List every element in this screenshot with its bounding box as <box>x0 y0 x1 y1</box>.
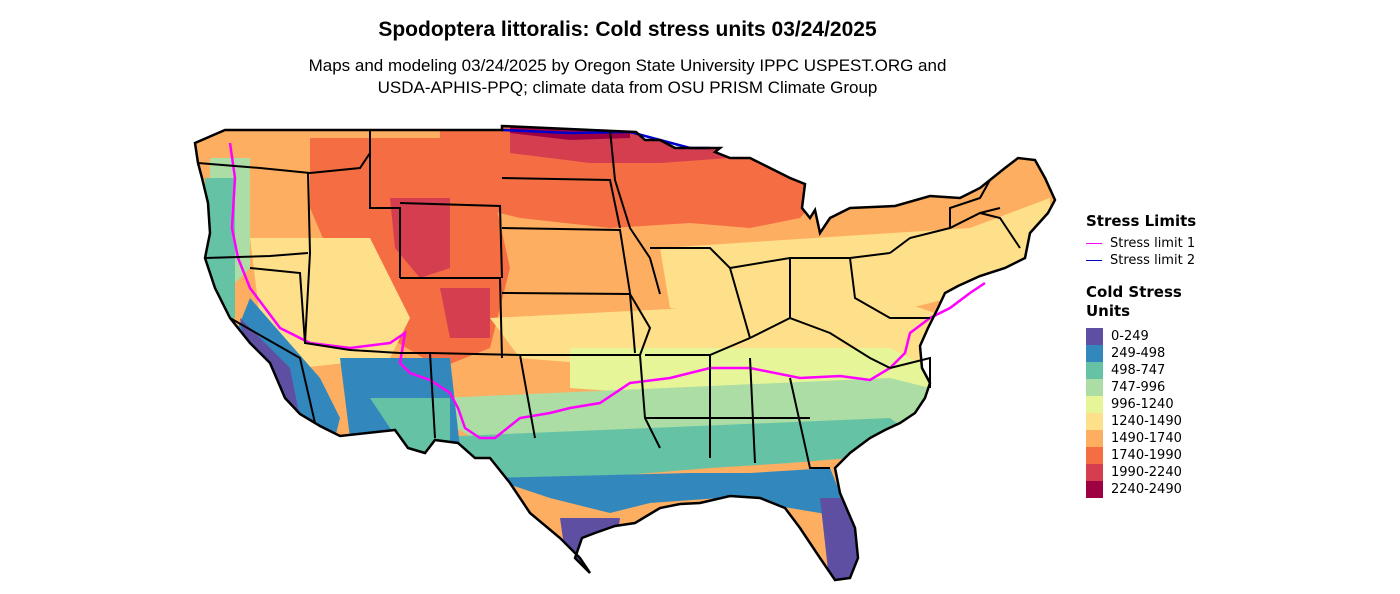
legend-bin: 1740-1990 <box>1086 447 1216 464</box>
color-swatch <box>1086 481 1103 498</box>
color-swatch <box>1086 396 1103 413</box>
color-swatch <box>1086 413 1103 430</box>
legend-label: Stress limit 2 <box>1110 253 1196 268</box>
legend-bin: 498-747 <box>1086 362 1216 379</box>
state-boundaries <box>197 129 1021 469</box>
legend-bin: 1490-1740 <box>1086 430 1216 447</box>
legend-bin-label: 249-498 <box>1111 346 1166 361</box>
legend-bin-label: 1990-2240 <box>1111 465 1182 480</box>
color-swatch <box>1086 430 1103 447</box>
legend-bin-label: 996-1240 <box>1111 397 1174 412</box>
cold-stress-units-legend: Cold Stress Units 0-249 249-498 498-747 747… <box>1086 283 1216 498</box>
color-swatch <box>1086 345 1103 362</box>
color-swatch <box>1086 328 1103 345</box>
legend-bin-label: 1240-1490 <box>1111 414 1182 429</box>
color-swatch <box>1086 447 1103 464</box>
legend-bin: 249-498 <box>1086 345 1216 362</box>
legend-bin: 747-996 <box>1086 379 1216 396</box>
legend-bin: 1990-2240 <box>1086 464 1216 481</box>
legend-bin-label: 0-249 <box>1111 329 1149 344</box>
stress-limits-legend-title: Stress Limits <box>1086 212 1197 230</box>
subtitle-line-2: USDA-APHIS-PPQ; climate data from OSU PR… <box>377 78 878 97</box>
legend-stress-limit-1: Stress limit 1 <box>1086 235 1196 252</box>
color-swatch <box>1086 379 1103 396</box>
legend-bin: 0-249 <box>1086 328 1216 345</box>
legend-stress-limit-2: Stress limit 2 <box>1086 252 1196 269</box>
legend-label: Stress limit 1 <box>1110 236 1196 251</box>
magenta-line-swatch <box>1086 243 1102 244</box>
legend-bin: 2240-2490 <box>1086 481 1216 498</box>
color-swatch <box>1086 464 1103 481</box>
blue-line-swatch <box>1086 260 1102 261</box>
legend-bin-label: 1740-1990 <box>1111 448 1182 463</box>
legend-bin-label: 498-747 <box>1111 363 1166 378</box>
legend-bin-label: 1490-1740 <box>1111 431 1182 446</box>
legend-bin: 996-1240 <box>1086 396 1216 413</box>
subtitle-line-1: Maps and modeling 03/24/2025 by Oregon S… <box>308 56 947 75</box>
stress-limits-legend: Stress Limits Stress limit 1 Stress limi… <box>1086 212 1196 269</box>
legend-bin: 1240-1490 <box>1086 413 1216 430</box>
legend-bins: 0-249 249-498 498-747 747-996 996-1240 1240-1… <box>1086 328 1216 498</box>
map-subtitle: Maps and modeling 03/24/2025 by Oregon S… <box>0 55 1255 99</box>
cold-stress-units-legend-title: Cold Stress Units <box>1086 283 1182 320</box>
map-title: Spodoptera littoralis: Cold stress units… <box>378 18 877 41</box>
legend-bin-label: 2240-2490 <box>1111 482 1182 497</box>
legend-bin-label: 747-996 <box>1111 380 1166 395</box>
color-swatch <box>1086 362 1103 379</box>
us-cold-stress-map <box>193 124 1057 582</box>
